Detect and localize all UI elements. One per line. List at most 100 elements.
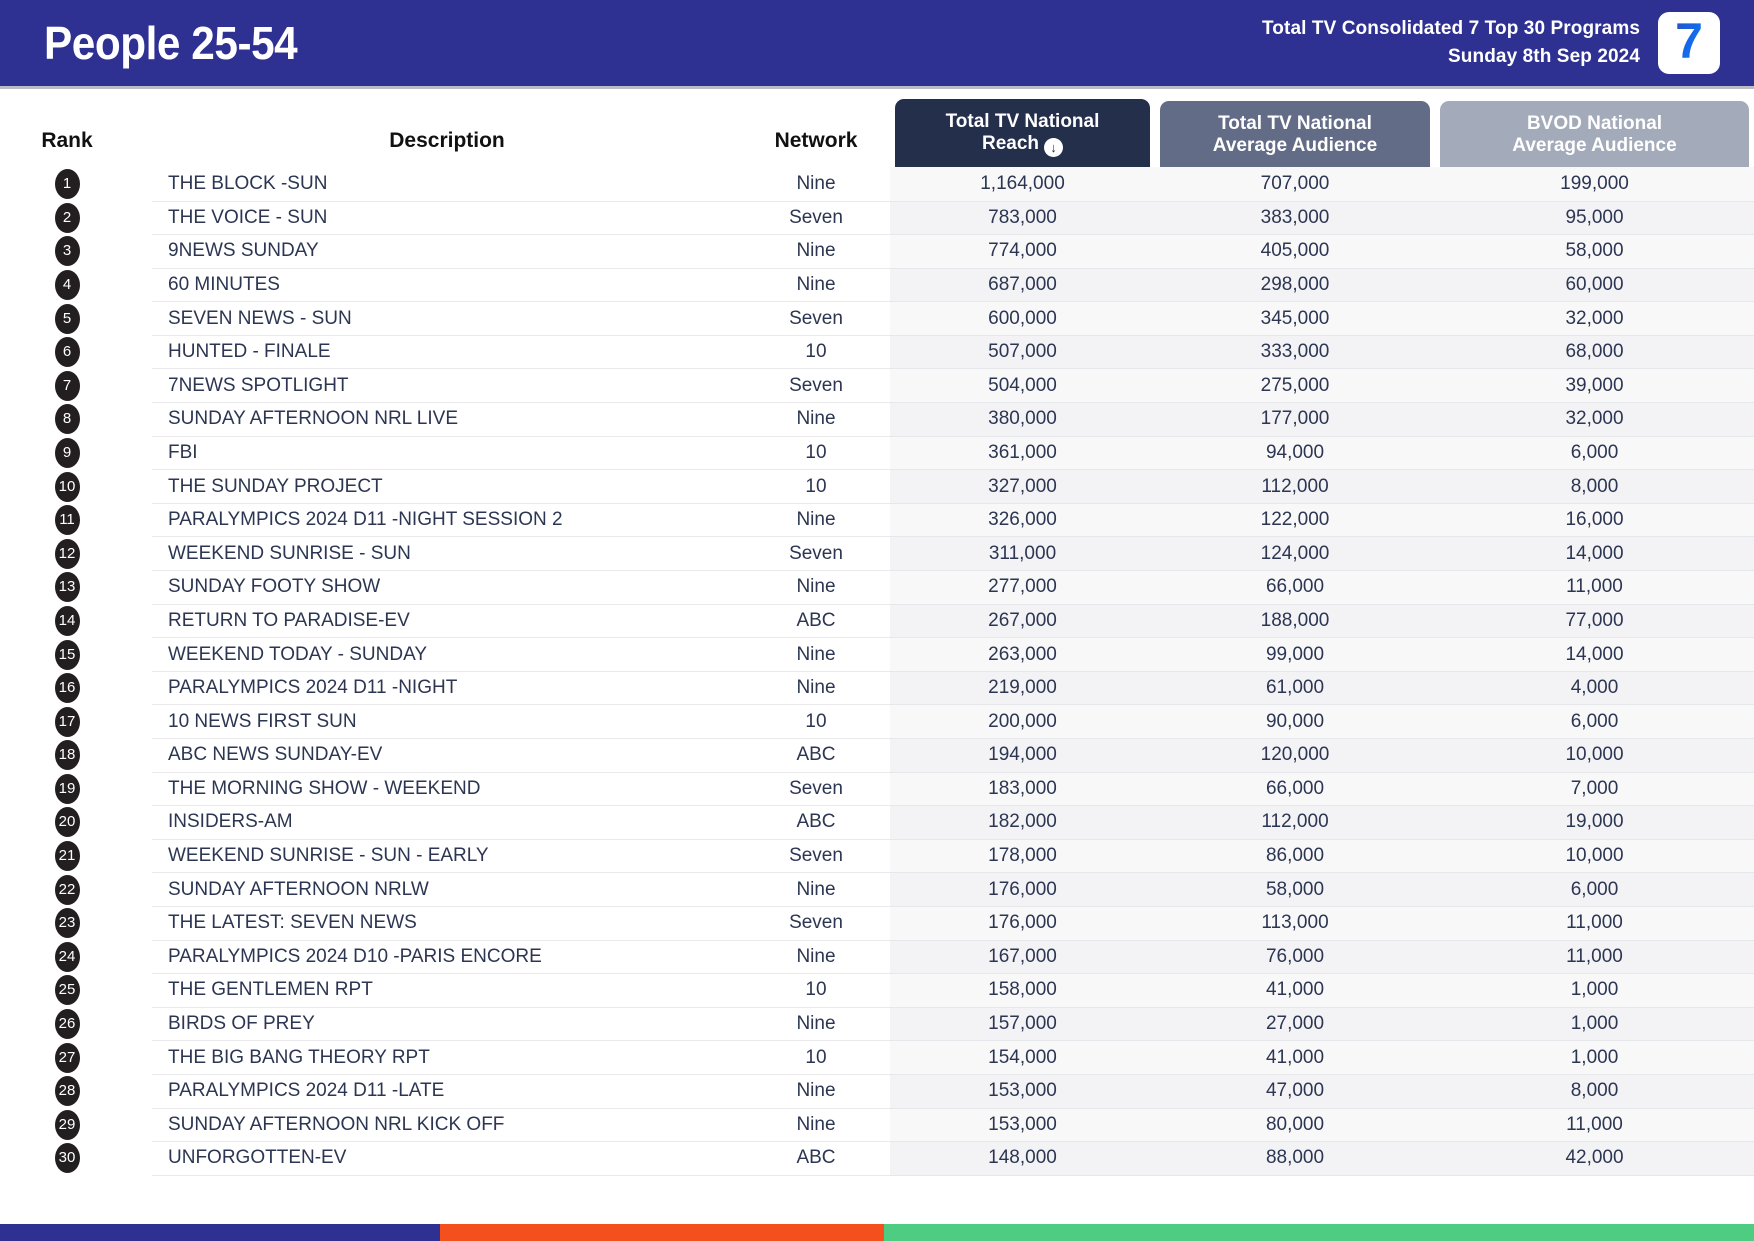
column-header-bvod-average-audience[interactable]: BVOD National Average Audience [1440, 100, 1749, 168]
total-tv-reach-cell: 277,000 [890, 570, 1155, 605]
table-row[interactable]: 6 HUNTED - FINALE 10 507,000 333,000 68,000 [0, 335, 1754, 370]
column-header-description[interactable]: Description [389, 129, 505, 153]
footer-segment-blue [0, 1224, 440, 1241]
bvod-average-audience-cell: 16,000 [1435, 503, 1754, 538]
total-tv-reach-cell: 219,000 [890, 671, 1155, 706]
table-row[interactable]: 30 UNFORGOTTEN-EV ABC 148,000 88,000 42,000 [0, 1141, 1754, 1176]
table-row[interactable]: 4 60 MINUTES Nine 687,000 298,000 60,000 [0, 268, 1754, 303]
bvod-average-audience-cell: 199,000 [1435, 167, 1754, 202]
sort-descending-icon[interactable]: ↓ [1044, 138, 1064, 158]
table-row[interactable]: 27 THE BIG BANG THEORY RPT 10 154,000 41,000… [0, 1040, 1754, 1075]
table-row[interactable]: 9 FBI 10 361,000 94,000 6,000 [0, 436, 1754, 471]
bvod-average-audience-cell: 39,000 [1435, 368, 1754, 404]
table-row[interactable]: 26 BIRDS OF PREY Nine 157,000 27,000 1,000 [0, 1007, 1754, 1042]
table-row[interactable]: 8 SUNDAY AFTERNOON NRL LIVE Nine 380,000 177… [0, 402, 1754, 437]
total-tv-average-audience-cell: 76,000 [1155, 940, 1435, 975]
total-tv-reach-cell: 327,000 [890, 469, 1155, 504]
table-row[interactable]: 1 THE BLOCK -SUN Nine 1,164,000 707,000 199,0… [0, 167, 1754, 202]
total-tv-average-audience-cell: 80,000 [1155, 1108, 1435, 1143]
rank-cell: 18 [0, 739, 152, 773]
program-description-cell: PARALYMPICS 2024 D11 -NIGHT SESSION 2 [152, 503, 742, 538]
table-row[interactable]: 13 SUNDAY FOOTY SHOW Nine 277,000 66,000 11,0… [0, 570, 1754, 605]
bvod-average-audience-cell: 11,000 [1435, 906, 1754, 941]
avg-header-line2: Average Audience [1212, 135, 1378, 156]
rank-cell: 2 [0, 201, 152, 235]
column-header-network[interactable]: Network [774, 129, 858, 153]
rank-badge: 12 [54, 538, 80, 569]
reach-header-line2: Reach [981, 133, 1040, 155]
table-row[interactable]: 23 THE LATEST: SEVEN NEWS Seven 176,000 113,… [0, 906, 1754, 941]
bvod-average-audience-cell: 32,000 [1435, 402, 1754, 437]
rank-badge: 5 [54, 303, 80, 334]
table-row[interactable]: 28 PARALYMPICS 2024 D11 -LATE Nine 153,000 4… [0, 1074, 1754, 1109]
rank-cell: 8 [0, 403, 152, 437]
table-row[interactable]: 15 WEEKEND TODAY - SUNDAY Nine 263,000 99,00… [0, 637, 1754, 672]
rank-cell: 10 [0, 470, 152, 504]
network-cell: Nine [742, 234, 890, 269]
column-header-avg-audience-cell: Total TV National Average Audience [1155, 89, 1435, 168]
rank-badge: 22 [54, 874, 80, 905]
table-row[interactable]: 2 THE VOICE - SUN Seven 783,000 383,000 95,00… [0, 201, 1754, 236]
bvod-header-line1: BVOD National [1526, 112, 1663, 134]
table-row[interactable]: 22 SUNDAY AFTERNOON NRLW Nine 176,000 58,000… [0, 872, 1754, 907]
table-row[interactable]: 29 SUNDAY AFTERNOON NRL KICK OFF Nine 153,0… [0, 1108, 1754, 1143]
table-row[interactable]: 12 WEEKEND SUNRISE - SUN Seven 311,000 124,0… [0, 536, 1754, 572]
network-cell: Nine [742, 671, 890, 706]
table-row[interactable]: 5 SEVEN NEWS - SUN Seven 600,000 345,000 32,0… [0, 301, 1754, 336]
table-row[interactable]: 20 INSIDERS-AM ABC 182,000 112,000 19,000 [0, 805, 1754, 840]
total-tv-reach-cell: 326,000 [890, 503, 1155, 538]
table-header: Rank Description Network Total TV Nation… [0, 89, 1754, 168]
total-tv-average-audience-cell: 61,000 [1155, 671, 1435, 706]
total-tv-reach-cell: 361,000 [890, 436, 1155, 471]
page-header: People 25-54 Total TV Consolidated 7 Top… [0, 0, 1754, 86]
bvod-average-audience-cell: 14,000 [1435, 637, 1754, 672]
rank-cell: 20 [0, 806, 152, 840]
table-row[interactable]: 17 10 NEWS FIRST SUN 10 200,000 90,000 6,000 [0, 704, 1754, 739]
program-description-cell: UNFORGOTTEN-EV [152, 1141, 742, 1176]
network-cell: Nine [742, 268, 890, 303]
column-header-total-tv-reach[interactable]: Total TV National Reach ↓ [895, 99, 1150, 168]
rank-badge: 29 [54, 1109, 80, 1140]
rank-badge: 23 [54, 908, 80, 939]
table-row[interactable]: 19 THE MORNING SHOW - WEEKEND Seven 183,000… [0, 772, 1754, 807]
total-tv-reach-cell: 182,000 [890, 805, 1155, 840]
total-tv-reach-cell: 380,000 [890, 402, 1155, 437]
rank-badge: 1 [54, 169, 80, 200]
rank-cell: 15 [0, 638, 152, 672]
table-row[interactable]: 16 PARALYMPICS 2024 D11 -NIGHT Nine 219,000… [0, 671, 1754, 706]
rank-badge: 14 [54, 605, 80, 636]
total-tv-average-audience-cell: 120,000 [1155, 738, 1435, 773]
rank-badge: 17 [54, 706, 80, 737]
table-row[interactable]: 10 THE SUNDAY PROJECT 10 327,000 112,000 8,00… [0, 469, 1754, 504]
rank-cell: 14 [0, 604, 152, 638]
total-tv-average-audience-cell: 41,000 [1155, 973, 1435, 1008]
program-description-cell: 10 NEWS FIRST SUN [152, 704, 742, 739]
rank-cell: 6 [0, 335, 152, 369]
column-header-total-tv-average-audience[interactable]: Total TV National Average Audience [1160, 100, 1430, 168]
rank-cell: 4 [0, 268, 152, 302]
table-row[interactable]: 14 RETURN TO PARADISE-EV ABC 267,000 188,000… [0, 604, 1754, 639]
column-header-rank[interactable]: Rank [41, 129, 93, 153]
table-row[interactable]: 18 ABC NEWS SUNDAY-EV ABC 194,000 120,000 10,… [0, 738, 1754, 773]
bvod-average-audience-cell: 77,000 [1435, 604, 1754, 639]
column-header-bvod-cell: BVOD National Average Audience [1435, 89, 1754, 168]
table-row[interactable]: 3 9NEWS SUNDAY Nine 774,000 405,000 58,000 [0, 234, 1754, 269]
rank-badge: 9 [54, 437, 80, 468]
network-cell: ABC [742, 805, 890, 840]
rank-badge: 28 [54, 1076, 80, 1107]
network-cell: Nine [742, 940, 890, 975]
table-row[interactable]: 25 THE GENTLEMEN RPT 10 158,000 41,000 1,000 [0, 973, 1754, 1008]
table-row[interactable]: 7 7NEWS SPOTLIGHT Seven 504,000 275,000 39,00… [0, 368, 1754, 404]
total-tv-reach-cell: 158,000 [890, 973, 1155, 1008]
bvod-average-audience-cell: 10,000 [1435, 738, 1754, 773]
table-row[interactable]: 21 WEEKEND SUNRISE - SUN - EARLY Seven 178,… [0, 839, 1754, 874]
program-description-cell: WEEKEND SUNRISE - SUN - EARLY [152, 839, 742, 874]
rank-badge: 10 [54, 471, 80, 502]
footer-segment-green [884, 1224, 1754, 1241]
program-description-cell: ABC NEWS SUNDAY-EV [152, 738, 742, 773]
ratings-table-container: Rank Description Network Total TV Nation… [0, 89, 1754, 1176]
rank-cell: 26 [0, 1007, 152, 1041]
total-tv-reach-cell: 774,000 [890, 234, 1155, 269]
table-row[interactable]: 24 PARALYMPICS 2024 D10 -PARIS ENCORE Nine… [0, 940, 1754, 975]
